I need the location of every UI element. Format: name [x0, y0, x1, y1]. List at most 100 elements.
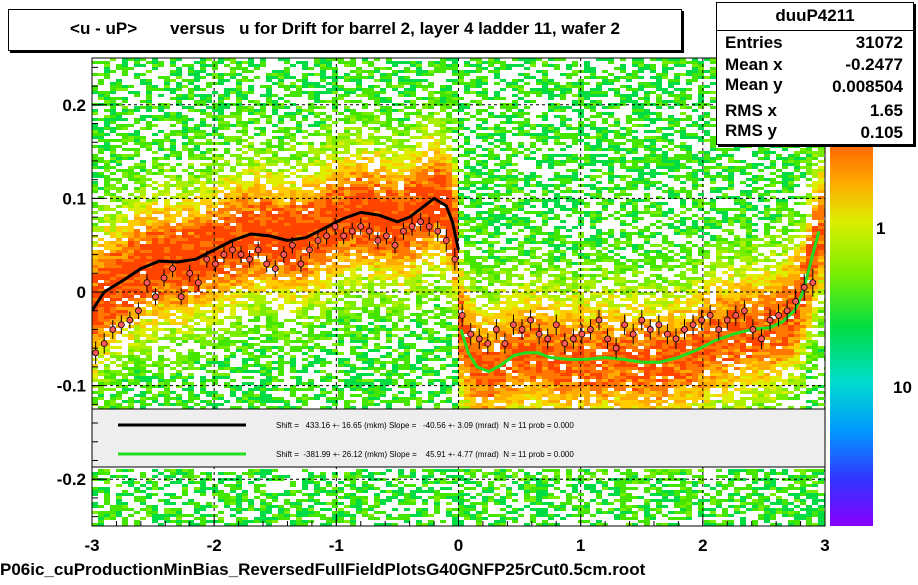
heat-cell [260, 382, 266, 385]
heat-cell [314, 337, 320, 340]
heat-cell [182, 268, 188, 271]
heat-cell [302, 388, 308, 391]
heat-cell [116, 514, 122, 517]
heat-cell [338, 379, 344, 382]
heat-cell [98, 151, 104, 154]
heat-cell [230, 169, 236, 172]
heat-cell [356, 358, 362, 361]
heat-cell [410, 85, 416, 88]
heat-cell [182, 244, 188, 247]
heat-cell [386, 523, 392, 526]
heat-cell [362, 508, 368, 511]
heat-cell [164, 76, 170, 79]
heat-cell [260, 106, 266, 109]
heat-cell [302, 364, 308, 367]
heat-cell [176, 88, 182, 91]
heat-cell [350, 163, 356, 166]
heat-cell [254, 292, 260, 295]
heat-cell [272, 379, 278, 382]
heat-cell [320, 337, 326, 340]
heat-cell [272, 469, 278, 472]
heat-cell [170, 133, 176, 136]
heat-cell [116, 82, 122, 85]
heat-cell [308, 262, 314, 265]
heat-cell [350, 280, 356, 283]
heat-cell [308, 175, 314, 178]
heat-cell [260, 346, 266, 349]
heat-cell [236, 184, 242, 187]
heat-cell [290, 133, 296, 136]
heat-cell [278, 373, 284, 376]
heat-cell [416, 82, 422, 85]
heat-cell [368, 199, 374, 202]
heat-cell [386, 112, 392, 115]
heat-cell [224, 115, 230, 118]
heat-cell [116, 115, 122, 118]
heat-cell [344, 232, 350, 235]
heat-cell [140, 499, 146, 502]
heat-cell [410, 397, 416, 400]
heat-cell [92, 322, 98, 325]
heat-cell [404, 208, 410, 211]
heat-cell [332, 175, 338, 178]
heat-cell [182, 85, 188, 88]
heat-cell [272, 130, 278, 133]
heat-cell [404, 280, 410, 283]
heat-cell [326, 142, 332, 145]
heat-cell [368, 379, 374, 382]
heat-cell [104, 244, 110, 247]
heat-cell [242, 169, 248, 172]
heat-cell [242, 250, 248, 253]
heat-cell [386, 145, 392, 148]
heat-cell [260, 475, 266, 478]
heat-cell [218, 310, 224, 313]
heat-cell [140, 196, 146, 199]
heat-cell [416, 79, 422, 82]
heat-cell [182, 235, 188, 238]
heat-cell [416, 199, 422, 202]
heat-cell [170, 118, 176, 121]
heat-cell [410, 70, 416, 73]
heat-cell [278, 58, 284, 61]
heat-cell [290, 328, 296, 331]
heat-cell [134, 61, 140, 64]
heat-cell [200, 490, 206, 493]
heat-cell [206, 520, 212, 523]
heat-cell [266, 337, 272, 340]
heat-cell [164, 220, 170, 223]
heat-cell [308, 217, 314, 220]
heat-cell [344, 370, 350, 373]
heat-cell [284, 517, 290, 520]
heat-cell [410, 319, 416, 322]
heat-cell [278, 271, 284, 274]
heat-cell [248, 88, 254, 91]
heat-cell [356, 118, 362, 121]
heat-cell [140, 394, 146, 397]
heat-cell [278, 70, 284, 73]
heat-cell [320, 346, 326, 349]
heat-cell [410, 187, 416, 190]
heat-cell [200, 367, 206, 370]
heat-cell [194, 247, 200, 250]
heat-cell [320, 76, 326, 79]
heat-cell [404, 499, 410, 502]
heat-cell [254, 235, 260, 238]
heat-cell [200, 481, 206, 484]
heat-cell [284, 220, 290, 223]
heat-cell [410, 274, 416, 277]
heat-cell [266, 145, 272, 148]
heat-cell [386, 382, 392, 385]
heat-cell [368, 328, 374, 331]
heat-cell [224, 199, 230, 202]
heat-cell [194, 130, 200, 133]
heat-cell [362, 361, 368, 364]
heat-cell [212, 277, 218, 280]
heat-cell [110, 283, 116, 286]
heat-cell [368, 361, 374, 364]
heat-cell [110, 313, 116, 316]
heat-cell [98, 148, 104, 151]
heat-cell [164, 148, 170, 151]
heat-cell [146, 253, 152, 256]
heat-cell [140, 205, 146, 208]
heat-cell [338, 157, 344, 160]
